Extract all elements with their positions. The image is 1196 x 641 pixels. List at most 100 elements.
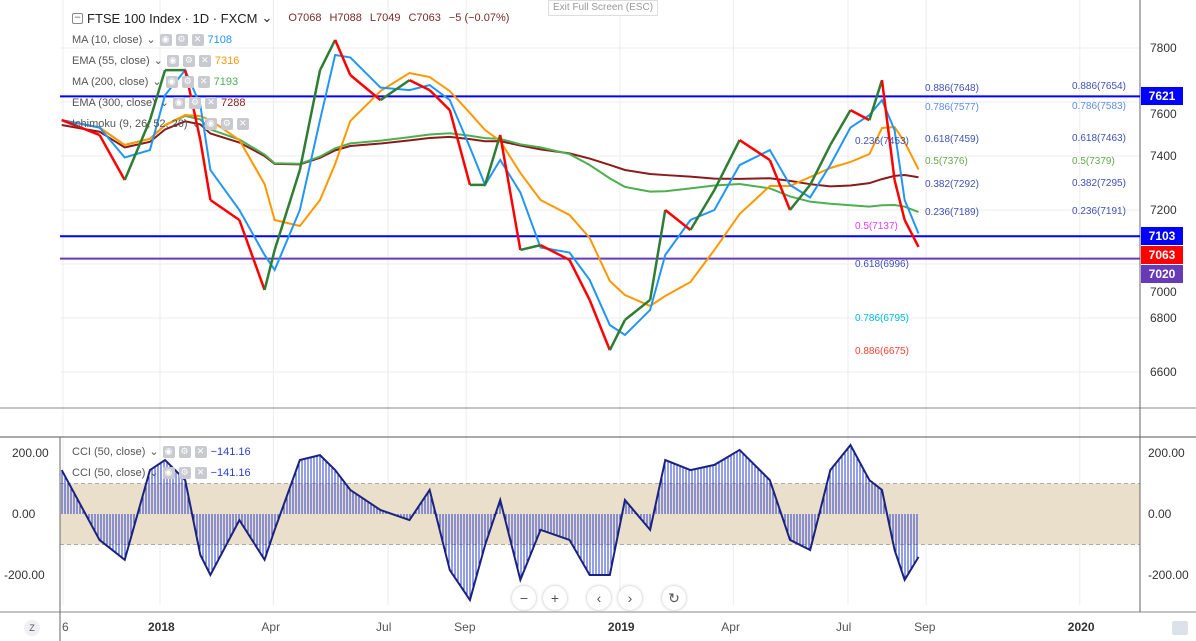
- indicator-label[interactable]: MA (10, close): [72, 33, 143, 46]
- close-icon[interactable]: ✕: [236, 117, 249, 130]
- close-icon[interactable]: ✕: [194, 445, 207, 458]
- time-tick-label: Apr: [721, 620, 740, 634]
- chevron-down-icon[interactable]: ⌄: [152, 76, 162, 88]
- price-candle-segment: [209, 198, 241, 222]
- indicator-legend: EMA (55, close) ⌄ ◉ ⚙ ✕ 7316: [72, 54, 239, 67]
- close-icon[interactable]: ✕: [197, 75, 210, 88]
- price-candle-segment: [273, 169, 302, 251]
- cci-line[interactable]: [60, 443, 920, 603]
- eye-icon[interactable]: ◉: [165, 75, 178, 88]
- eye-icon[interactable]: ◉: [159, 33, 172, 46]
- gear-icon[interactable]: ⚙: [178, 445, 191, 458]
- gear-icon[interactable]: ⚙: [220, 117, 233, 130]
- close-icon[interactable]: ✕: [198, 54, 211, 67]
- fib-level-label: 0.618(7459): [925, 134, 979, 146]
- price-candle-segment: [520, 243, 541, 252]
- cci-legend: CCI (50, close) ⌄ ◉ ⚙ ✕ −141.16: [72, 466, 251, 479]
- gear-icon[interactable]: ⚙: [181, 75, 194, 88]
- scroll-left-button[interactable]: ‹: [587, 586, 611, 610]
- fib-level-label: 0.618(6996): [855, 259, 909, 271]
- zoom-in-button[interactable]: +: [543, 586, 567, 610]
- reset-chart-button[interactable]: ↻: [662, 586, 686, 610]
- cci-label[interactable]: CCI (50, close): [72, 445, 146, 458]
- indicator-value: 7288: [220, 96, 246, 109]
- price-candle-segment: [498, 134, 522, 251]
- indicator-label[interactable]: MA (200, close): [72, 75, 149, 88]
- price-badge: 7020: [1141, 265, 1183, 284]
- price-candle-segment: [333, 39, 352, 76]
- price-candle-segment: [849, 108, 870, 122]
- close-icon[interactable]: ✕: [194, 466, 207, 479]
- indicator-legend: MA (200, close) ⌄ ◉ ⚙ ✕ 7193: [72, 75, 238, 88]
- time-tick-label: Jul: [835, 620, 852, 634]
- indicator-label[interactable]: EMA (300, close): [72, 96, 156, 109]
- price-tick-label: 6600: [1150, 365, 1177, 379]
- gear-icon[interactable]: ⚙: [188, 96, 201, 109]
- price-candle-segment: [238, 219, 266, 291]
- fib-level-label: 0.886(7648): [925, 83, 979, 95]
- price-tick-label: 7200: [1150, 203, 1177, 217]
- close-icon[interactable]: ✕: [191, 33, 204, 46]
- fib-level-label: 0.618(7463): [1072, 132, 1126, 144]
- price-candle-segment: [608, 319, 627, 351]
- eye-icon[interactable]: ◉: [162, 445, 175, 458]
- price-candle-segment: [483, 134, 502, 186]
- close-icon[interactable]: ✕: [204, 96, 217, 109]
- fib-level-label: 0.786(7577): [925, 102, 979, 114]
- chevron-down-icon[interactable]: ⌄: [191, 118, 201, 130]
- price-candle-segment: [829, 109, 852, 146]
- price-candle-segment: [903, 219, 920, 248]
- indicator-label[interactable]: Ichimoku (9, 26, 52, 26): [72, 117, 188, 130]
- chevron-down-icon[interactable]: ⌄: [153, 55, 163, 67]
- symbol-legend: − FTSE 100 Index · 1D · FXCM ⌄ O7068 H708…: [72, 10, 509, 26]
- price-candle-segment: [893, 179, 906, 221]
- fib-level-label: 0.5(7376): [925, 156, 968, 168]
- settings-icon[interactable]: [1172, 621, 1188, 635]
- price-candle-segment: [263, 249, 276, 291]
- ma-10-line[interactable]: [61, 53, 920, 337]
- gear-icon[interactable]: ⚙: [178, 466, 191, 479]
- indicator-label[interactable]: EMA (55, close): [72, 54, 150, 67]
- collapse-icon[interactable]: −: [72, 12, 83, 24]
- gear-icon[interactable]: ⚙: [175, 33, 188, 46]
- cci-label[interactable]: CCI (50, close): [72, 466, 146, 479]
- fib-level-label: 0.786(7583): [1072, 100, 1126, 112]
- exit-fullscreen-button[interactable]: Exit Full Screen (ESC): [548, 0, 659, 16]
- chevron-down-icon[interactable]: ⌄: [261, 10, 273, 25]
- chevron-down-icon[interactable]: ⌄: [159, 97, 169, 109]
- price-candle-segment: [123, 119, 152, 181]
- chevron-down-icon[interactable]: ⌄: [146, 34, 156, 46]
- price-candle-segment: [588, 299, 611, 351]
- ohlc-low: L7049: [369, 12, 401, 24]
- timezone-z-button[interactable]: Z: [24, 620, 40, 636]
- cci-band: [60, 483, 1140, 545]
- gear-icon[interactable]: ⚙: [182, 54, 195, 67]
- eye-icon[interactable]: ◉: [166, 54, 179, 67]
- eye-icon[interactable]: ◉: [172, 96, 185, 109]
- cci-tick-label-left: 200.00: [12, 446, 49, 460]
- indicator-value: 7193: [213, 75, 239, 88]
- indicator-legend: Ichimoku (9, 26, 52, 26) ⌄ ◉ ⚙ ✕: [72, 117, 253, 130]
- price-candle-segment: [768, 159, 792, 211]
- ohlc-change: −5 (−0.07%): [448, 12, 510, 24]
- price-candle-segment: [868, 79, 884, 121]
- time-tick-label: Sep: [454, 620, 476, 634]
- eye-icon[interactable]: ◉: [162, 466, 175, 479]
- indicator-value: 7108: [207, 33, 233, 46]
- eye-icon[interactable]: ◉: [204, 117, 217, 130]
- price-candle-segment: [349, 74, 382, 102]
- cci-tick-label-right: -200.00: [1148, 568, 1189, 582]
- price-tick-label: 7800: [1150, 41, 1177, 55]
- price-badge: 7063: [1141, 246, 1183, 265]
- fib-level-label: 0.786(6795): [855, 313, 909, 325]
- zoom-out-button[interactable]: −: [512, 586, 536, 610]
- fib-level-label: 0.236(7453): [855, 135, 909, 147]
- cci-legend: CCI (50, close) ⌄ ◉ ⚙ ✕ −141.16: [72, 445, 251, 458]
- scroll-right-button[interactable]: ›: [618, 586, 642, 610]
- time-tick-label: 2020: [1067, 620, 1095, 634]
- indicator-legend: EMA (300, close) ⌄ ◉ ⚙ ✕ 7288: [72, 96, 245, 109]
- symbol-title[interactable]: FTSE 100 Index · 1D · FXCM: [87, 10, 258, 26]
- price-badge: 7621: [1141, 87, 1183, 106]
